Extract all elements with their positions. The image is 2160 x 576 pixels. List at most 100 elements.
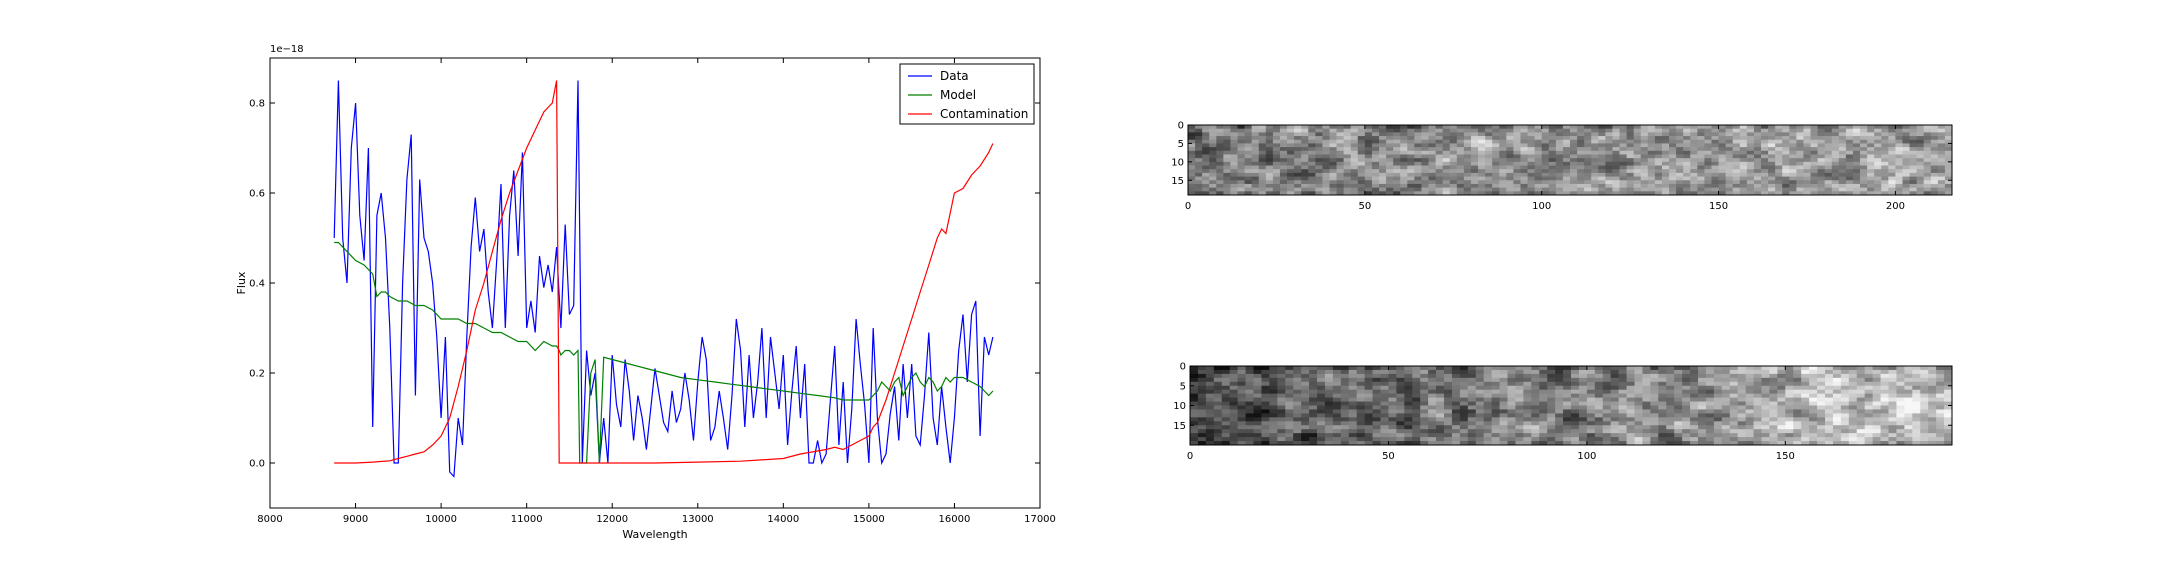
pixel-block — [1745, 393, 1754, 398]
pixel-block — [1555, 169, 1564, 174]
pixel-block — [1732, 161, 1741, 166]
pixel-block — [1539, 389, 1548, 395]
pixel-block — [1520, 161, 1528, 166]
pixel-block — [1202, 165, 1210, 170]
pixel-block — [1745, 397, 1754, 402]
y-tick-label: 10 — [1171, 157, 1184, 168]
pixel-block — [1332, 369, 1342, 375]
pixel-block — [1237, 421, 1246, 426]
pixel-block — [1725, 165, 1734, 170]
pixel-block — [1793, 393, 1802, 398]
pixel-block — [1704, 125, 1712, 130]
pixel-block — [1202, 187, 1210, 192]
pixel-block — [1584, 183, 1592, 189]
pixel-block — [1769, 429, 1778, 434]
pixel-block — [1874, 143, 1882, 148]
pixel-block — [1832, 369, 1842, 375]
pixel-block — [1666, 429, 1675, 434]
pixel-block — [1888, 421, 1897, 426]
pixel-block — [1428, 421, 1437, 426]
pixel-block — [1598, 128, 1606, 133]
pixel-block — [1602, 381, 1612, 387]
pixel-block — [1449, 187, 1458, 192]
x-tick-label: 50 — [1382, 451, 1395, 462]
pixel-block — [1817, 139, 1826, 144]
pixel-block — [1507, 425, 1516, 430]
pixel-block — [1380, 425, 1389, 430]
pixel-block — [1785, 397, 1794, 402]
pixel-block — [1444, 401, 1453, 406]
pixel-block — [1444, 409, 1453, 414]
pixel-block — [1357, 158, 1366, 163]
pixel-block — [1584, 143, 1592, 148]
pixel-block — [1793, 413, 1802, 418]
pixel-block — [1626, 172, 1635, 177]
pixel-block — [1698, 441, 1707, 446]
x-tick-label: 150 — [1709, 201, 1728, 212]
pixel-block — [1269, 397, 1278, 402]
pixel-block — [1523, 377, 1532, 383]
pixel-block — [1301, 369, 1310, 375]
pixel-block — [1527, 172, 1536, 177]
pixel-block — [1534, 154, 1543, 159]
pixel-block — [1810, 147, 1818, 152]
pixel-block — [1202, 147, 1210, 152]
pixel-block — [1456, 132, 1465, 137]
pixel-block — [1251, 172, 1260, 177]
pixel-block — [1683, 125, 1691, 130]
pixel-block — [1729, 373, 1739, 379]
pixel-block — [1442, 169, 1451, 174]
pixel-block — [1356, 437, 1366, 442]
pixel-block — [1769, 425, 1778, 430]
pixel-block — [1912, 409, 1921, 414]
pixel-block — [1555, 397, 1564, 402]
pixel-block — [1213, 429, 1223, 434]
pixel-block — [1463, 143, 1472, 148]
y-tick-label: 10 — [1173, 401, 1186, 412]
pixel-block — [1216, 187, 1224, 192]
pixel-block — [1801, 421, 1810, 426]
pixel-block — [1356, 429, 1366, 434]
pixel-block — [1872, 437, 1881, 442]
pixel-block — [1704, 143, 1712, 148]
pixel-block — [1308, 183, 1316, 189]
pixel-block — [1442, 125, 1451, 130]
pixel-block — [1499, 147, 1507, 152]
pixel-block — [1896, 429, 1905, 434]
pixel-block — [1739, 183, 1748, 189]
pixel-block — [1674, 369, 1683, 375]
pixel-block — [1769, 369, 1778, 375]
pixel-block — [1634, 421, 1643, 426]
pixel-block — [1539, 381, 1548, 387]
pixel-block — [1864, 429, 1874, 434]
pixel-block — [1279, 143, 1288, 148]
pixel-block — [1619, 165, 1627, 170]
pixel-block — [1322, 191, 1330, 196]
pixel-block — [1674, 377, 1683, 383]
pixel-block — [1809, 369, 1818, 375]
pixel-block — [1285, 433, 1294, 438]
pixel-block — [1888, 165, 1896, 170]
pixel-block — [1499, 139, 1507, 144]
pixel-block — [1856, 405, 1866, 410]
pixel-block — [1293, 433, 1302, 438]
pixel-block — [1261, 389, 1270, 395]
pixel-block — [1912, 413, 1921, 418]
pixel-block — [1746, 161, 1755, 166]
pixel-block — [1507, 405, 1516, 410]
pixel-block — [1428, 191, 1436, 196]
pixel-block — [1591, 154, 1599, 159]
pixel-block — [1745, 421, 1754, 426]
pixel-block — [1237, 158, 1245, 163]
pixel-block — [1793, 417, 1802, 422]
pixel-block — [1456, 125, 1465, 130]
pixel-block — [1690, 433, 1699, 438]
pixel-block — [1213, 413, 1223, 418]
pixel-block — [1279, 176, 1288, 181]
pixel-block — [1285, 397, 1294, 402]
pixel-block — [1612, 176, 1620, 181]
pixel-block — [1705, 441, 1715, 446]
pixel-block — [1371, 172, 1380, 177]
pixel-block — [1317, 373, 1326, 379]
pixel-block — [1775, 136, 1783, 141]
